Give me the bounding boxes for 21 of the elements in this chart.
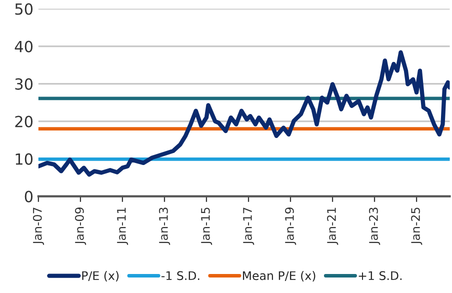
x-tick-label: Jan-13 [158, 208, 170, 245]
y-tick-label: 40 [14, 40, 33, 52]
x-tick-label: Jan-15 [201, 208, 212, 245]
y-tick-label: 50 [15, 3, 33, 15]
legend-label: -1 S.D. [161, 271, 200, 280]
x-tick-label: Jan-07 [32, 208, 44, 245]
x-tick-label: Jan-25 [411, 208, 422, 245]
x-tick-label: Jan-21 [327, 208, 338, 245]
y-tick-label: 30 [15, 78, 33, 90]
x-tick-label: Jan-11 [117, 208, 128, 245]
y-tick-label: 20 [15, 116, 33, 128]
y-tick-label: 10 [16, 153, 33, 165]
x-tick-label: Jan-17 [243, 208, 254, 245]
x-tick-label: Jan-19 [284, 208, 296, 245]
x-tick-label: Jan-09 [74, 208, 86, 245]
y-tick-label: 0 [24, 190, 33, 202]
x-tick-label: Jan-23 [369, 208, 380, 245]
line-series [38, 50, 450, 177]
legend-label: +1 S.D. [358, 271, 402, 280]
legend-label: P/E (x) [82, 270, 119, 282]
legend-label: Mean P/E (x) [242, 270, 316, 282]
